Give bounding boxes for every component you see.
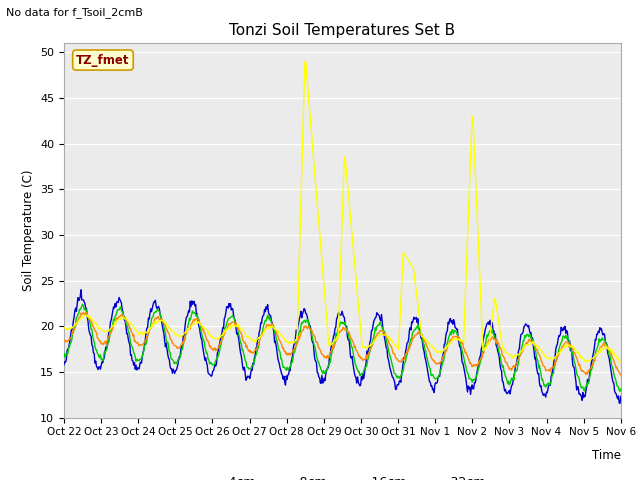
Text: Time: Time <box>592 449 621 462</box>
Text: TZ_fmet: TZ_fmet <box>76 54 130 67</box>
Y-axis label: Soil Temperature (C): Soil Temperature (C) <box>22 169 35 291</box>
Title: Tonzi Soil Temperatures Set B: Tonzi Soil Temperatures Set B <box>229 23 456 38</box>
Text: No data for f_Tsoil_2cmB: No data for f_Tsoil_2cmB <box>6 7 143 18</box>
Legend: -4cm, -8cm, -16cm, -32cm: -4cm, -8cm, -16cm, -32cm <box>194 471 491 480</box>
